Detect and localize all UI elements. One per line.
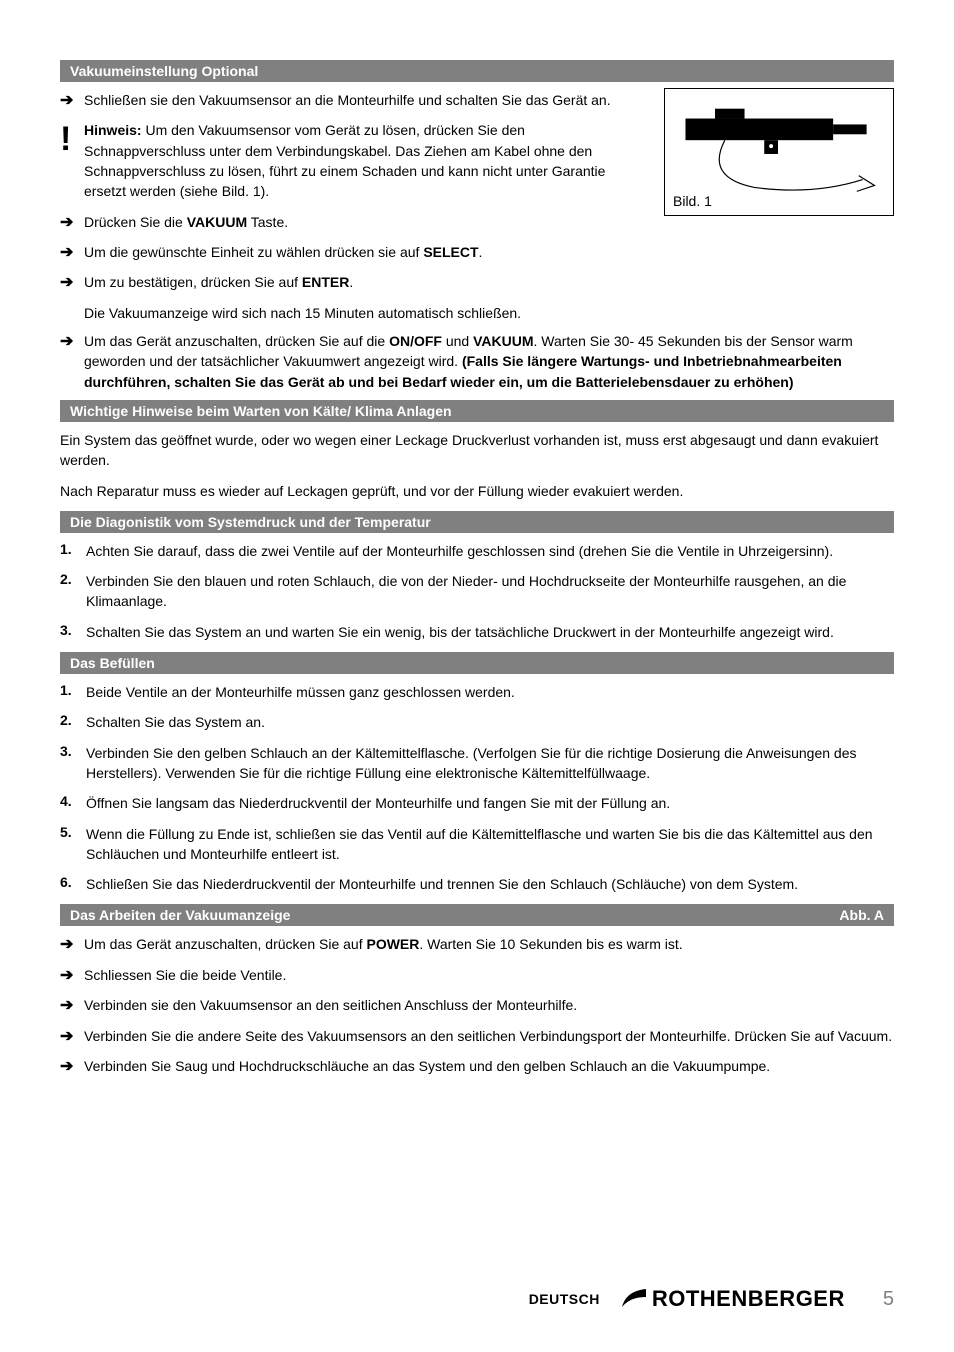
list-number: 1. [60,541,86,557]
arrow-icon: ➔ [60,1056,84,1078]
notice-body: Um den Vakuumsensor vom Gerät zu lösen, … [84,122,605,199]
brand-logo: ROTHENBERGER [620,1286,845,1312]
list-number: 3. [60,622,86,638]
brand-name: ROTHENBERGER [652,1286,845,1312]
list-number: 3. [60,743,86,759]
arrow-text: Um das Gerät anzuschalten, drücken Sie a… [84,934,894,954]
list-item: 2.Verbinden Sie den blauen und roten Sch… [60,571,894,612]
exclamation-icon: ! [60,120,84,156]
list-item: 3.Schalten Sie das System an und warten … [60,622,894,642]
list-item: 5.Wenn die Füllung zu Ende ist, schließe… [60,824,894,865]
brand-swoosh-icon [620,1287,648,1311]
arrow-text: Um das Gerät anzuschalten, drücken Sie a… [84,331,894,392]
arrow-icon: ➔ [60,331,84,353]
arrow-item: ➔ Um zu bestätigen, drücken Sie auf ENTE… [60,272,894,294]
arrow-text: Um die gewünschte Einheit zu wählen drüc… [84,242,894,262]
list-item: 1.Achten Sie darauf, dass die zwei Venti… [60,541,894,561]
page-footer: DEUTSCH ROTHENBERGER 5 [60,1286,894,1312]
arrow-text: Um zu bestätigen, drücken Sie auf ENTER. [84,272,894,292]
list-text: Schalten Sie das System an und warten Si… [86,622,894,642]
arrow-item: ➔ Um die gewünschte Einheit zu wählen dr… [60,242,894,264]
list-text: Verbinden Sie den gelben Schlauch an der… [86,743,894,784]
figure-label: Bild. 1 [673,193,712,209]
arrow-text: Verbinden Sie Saug und Hochdruckschläuch… [84,1056,894,1076]
list-text: Beide Ventile an der Monteurhilfe müssen… [86,682,894,702]
section-diagnostic-title: Die Diagonistik vom Systemdruck und der … [60,511,894,533]
arrow-icon: ➔ [60,242,84,264]
arrow-text: Verbinden Sie die andere Seite des Vakuu… [84,1026,894,1046]
arrow-text: Verbinden sie den Vakuumsensor an den se… [84,995,894,1015]
list-text: Schalten Sie das System an. [86,712,894,732]
figure-box: Bild. 1 [664,88,894,216]
list-item: 6.Schließen Sie das Niederdruckventil de… [60,874,894,894]
list-number: 5. [60,824,86,840]
arrow-icon: ➔ [60,995,84,1017]
arrow-text: Schließen sie den Vakuumsensor an die Mo… [84,90,620,110]
section-important-title: Wichtige Hinweise beim Warten von Kälte/… [60,400,894,422]
notice-text: Hinweis: Um den Vakuumsensor vom Gerät z… [84,120,620,201]
list-item: 3.Verbinden Sie den gelben Schlauch an d… [60,743,894,784]
list-item: 2.Schalten Sie das System an. [60,712,894,732]
list-text: Achten Sie darauf, dass die zwei Ventile… [86,541,894,561]
list-number: 2. [60,712,86,728]
notice-row: ! Hinweis: Um den Vakuumsensor vom Gerät… [60,120,620,201]
list-text: Verbinden Sie den blauen und roten Schla… [86,571,894,612]
section-vacuum-gauge-title-bar: Das Arbeiten der Vakuumanzeige Abb. A [60,904,894,926]
list-number: 4. [60,793,86,809]
arrow-item: ➔ Verbinden Sie die andere Seite des Vak… [60,1026,894,1048]
arrow-item: ➔ Um das Gerät anzuschalten, drücken Sie… [60,331,894,392]
notice-label: Hinweis: [84,122,142,138]
footer-language: DEUTSCH [529,1291,600,1307]
arrow-item: ➔ Schließen sie den Vakuumsensor an die … [60,90,620,112]
arrow-icon: ➔ [60,90,84,112]
list-text: Öffnen Sie langsam das Niederdruckventil… [86,793,894,813]
arrow-text: Schliessen Sie die beide Ventile. [84,965,894,985]
arrow-icon: ➔ [60,934,84,956]
paragraph: Ein System das geöffnet wurde, oder wo w… [60,430,894,471]
section-vacuum-gauge-title: Das Arbeiten der Vakuumanzeige [70,907,290,923]
arrow-item: ➔ Verbinden Sie Saug und Hochdruckschläu… [60,1056,894,1078]
list-text: Schließen Sie das Niederdruckventil der … [86,874,894,894]
list-text: Wenn die Füllung zu Ende ist, schließen … [86,824,894,865]
paragraph: Nach Reparatur muss es wieder auf Leckag… [60,481,894,501]
arrow-icon: ➔ [60,965,84,987]
list-item: 4.Öffnen Sie langsam das Niederdruckvent… [60,793,894,813]
page-number: 5 [883,1288,894,1311]
section-filling-title: Das Befüllen [60,652,894,674]
arrow-item: ➔ Schliessen Sie die beide Ventile. [60,965,894,987]
list-number: 2. [60,571,86,587]
list-number: 1. [60,682,86,698]
section-ref: Abb. A [839,907,884,923]
list-number: 6. [60,874,86,890]
arrow-icon: ➔ [60,212,84,234]
arrow-item: ➔ Verbinden sie den Vakuumsensor an den … [60,995,894,1017]
section-vacuum-setting-title: Vakuumeinstellung Optional [60,60,894,82]
arrow-subtext: Die Vakuumanzeige wird sich nach 15 Minu… [84,303,894,323]
list-item: 1.Beide Ventile an der Monteurhilfe müss… [60,682,894,702]
arrow-item: ➔ Um das Gerät anzuschalten, drücken Sie… [60,934,894,956]
arrow-icon: ➔ [60,1026,84,1048]
arrow-icon: ➔ [60,272,84,294]
